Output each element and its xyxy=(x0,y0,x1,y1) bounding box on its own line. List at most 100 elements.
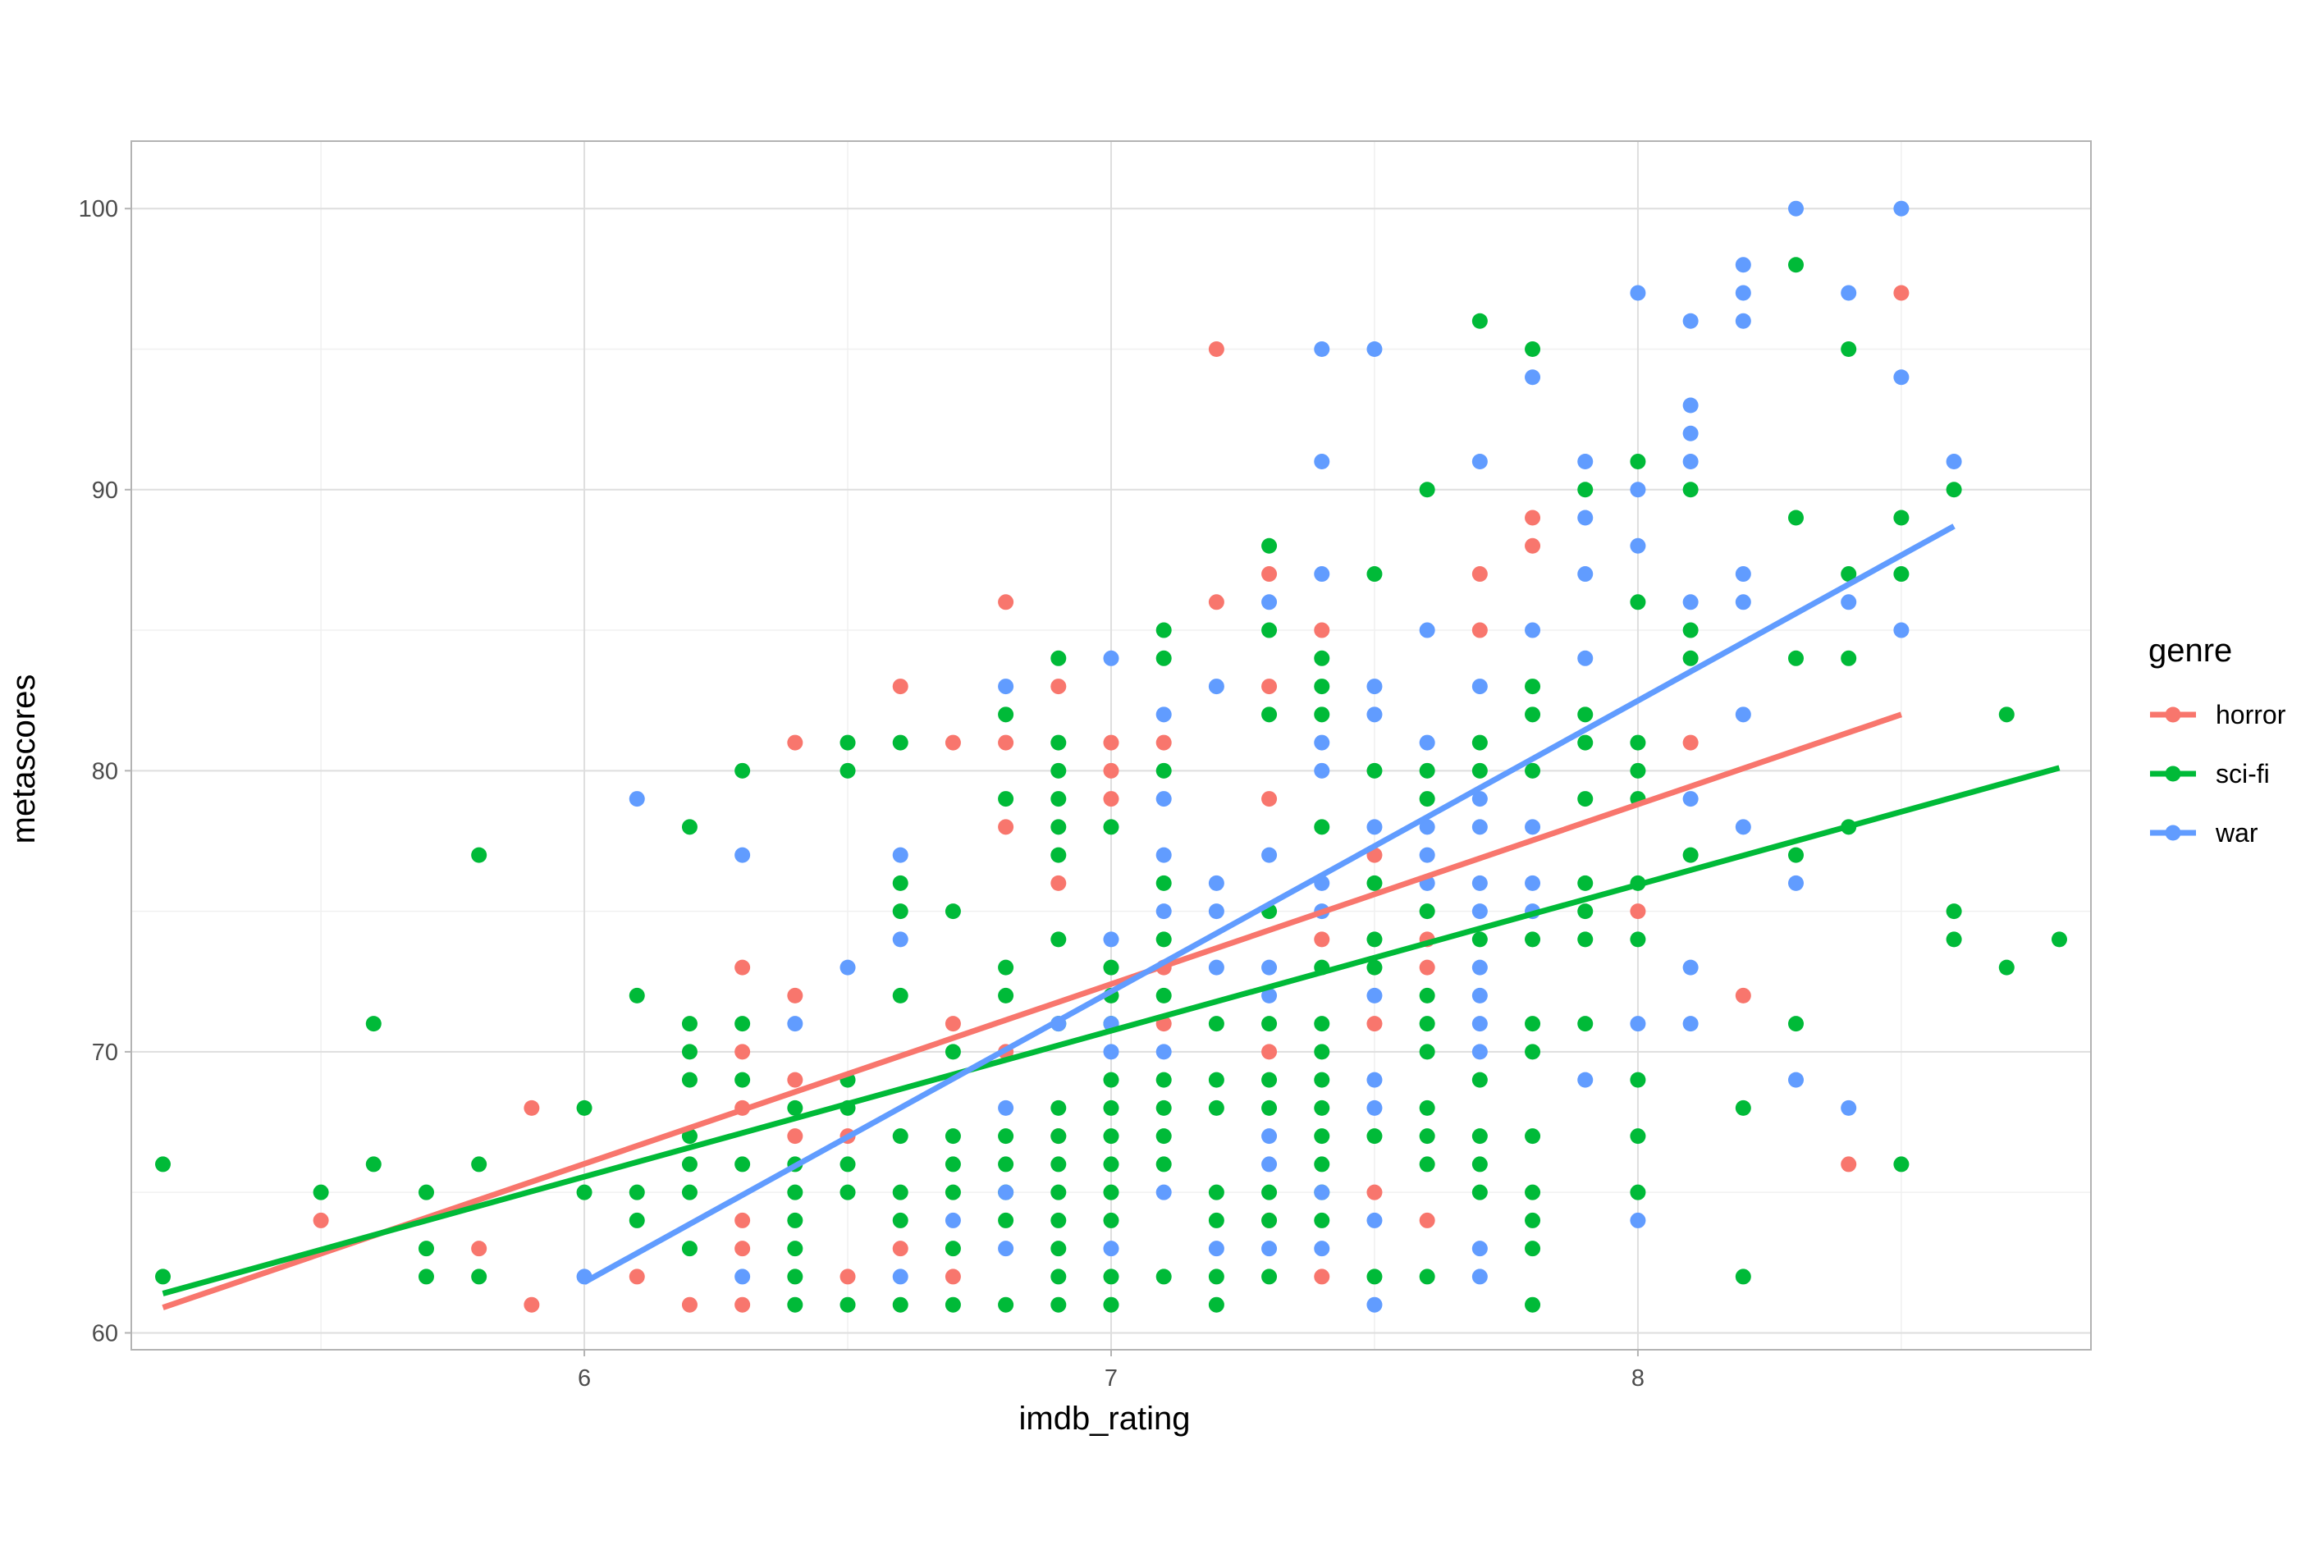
point-sci-fi xyxy=(629,1212,645,1228)
point-war xyxy=(1155,847,1172,863)
point-sci-fi xyxy=(1630,734,1646,751)
point-sci-fi xyxy=(839,762,856,779)
point-sci-fi xyxy=(945,1156,961,1173)
point-sci-fi xyxy=(787,1241,803,1257)
point-sci-fi xyxy=(1050,819,1067,835)
point-sci-fi xyxy=(1419,1099,1435,1116)
point-sci-fi xyxy=(471,1156,487,1173)
point-sci-fi xyxy=(998,1128,1014,1145)
point-sci-fi xyxy=(1050,1296,1067,1313)
point-horror xyxy=(1841,1156,1857,1173)
point-sci-fi xyxy=(1577,931,1594,948)
point-horror xyxy=(787,1072,803,1088)
point-sci-fi xyxy=(1155,622,1172,638)
point-sci-fi xyxy=(1682,622,1699,638)
point-horror xyxy=(787,734,803,751)
point-sci-fi xyxy=(681,1072,698,1088)
point-sci-fi xyxy=(1050,1128,1067,1145)
point-sci-fi xyxy=(1577,706,1594,723)
point-war xyxy=(1630,537,1646,554)
point-war xyxy=(1682,959,1699,976)
point-sci-fi xyxy=(1155,987,1172,1003)
point-war xyxy=(892,1269,908,1285)
point-sci-fi xyxy=(1261,1269,1278,1285)
point-war xyxy=(1366,1296,1383,1313)
point-sci-fi xyxy=(1525,1241,1541,1257)
point-sci-fi xyxy=(1893,1156,1910,1173)
point-sci-fi xyxy=(1682,650,1699,666)
fit-line-war xyxy=(583,523,1956,1285)
point-horror xyxy=(734,1212,751,1228)
y-tick-label: 100 xyxy=(79,196,118,222)
point-war xyxy=(1525,622,1541,638)
x-tick-label: 7 xyxy=(1105,1365,1118,1392)
point-sci-fi xyxy=(681,1241,698,1257)
point-sci-fi xyxy=(418,1184,434,1200)
point-horror xyxy=(1261,566,1278,583)
legend-label-sci-fi: sci-fi xyxy=(2216,759,2270,789)
point-sci-fi xyxy=(1103,1128,1119,1145)
point-sci-fi xyxy=(734,1072,751,1088)
point-sci-fi xyxy=(839,1184,856,1200)
point-sci-fi xyxy=(1788,650,1805,666)
point-war xyxy=(1735,285,1751,301)
point-sci-fi xyxy=(734,762,751,779)
point-war xyxy=(1419,622,1435,638)
point-sci-fi xyxy=(945,1241,961,1257)
point-sci-fi xyxy=(576,1184,592,1200)
point-sci-fi xyxy=(1471,1156,1488,1173)
point-horror xyxy=(629,1269,645,1285)
point-horror xyxy=(734,1044,751,1060)
point-sci-fi xyxy=(1788,510,1805,526)
point-sci-fi xyxy=(1155,875,1172,891)
point-war xyxy=(1366,1072,1383,1088)
point-sci-fi xyxy=(1735,1099,1751,1116)
point-sci-fi xyxy=(892,734,908,751)
point-war xyxy=(1155,1184,1172,1200)
point-horror xyxy=(1050,679,1067,695)
point-sci-fi xyxy=(1419,987,1435,1003)
point-war xyxy=(1366,706,1383,723)
point-horror xyxy=(1682,734,1699,751)
point-war xyxy=(1261,959,1278,976)
point-sci-fi xyxy=(1208,1016,1224,1032)
point-war xyxy=(1155,1044,1172,1060)
point-sci-fi xyxy=(892,903,908,920)
point-war xyxy=(1471,454,1488,470)
point-sci-fi xyxy=(576,1099,592,1116)
y-tick-label: 60 xyxy=(92,1320,118,1346)
point-sci-fi xyxy=(1261,1212,1278,1228)
point-sci-fi xyxy=(1630,594,1646,610)
point-war xyxy=(1471,1241,1488,1257)
point-horror xyxy=(1419,1212,1435,1228)
point-horror xyxy=(892,679,908,695)
point-horror xyxy=(734,1296,751,1313)
point-horror xyxy=(1893,285,1910,301)
point-sci-fi xyxy=(1050,1241,1067,1257)
point-sci-fi xyxy=(787,1212,803,1228)
point-sci-fi xyxy=(1050,650,1067,666)
point-sci-fi xyxy=(945,1044,961,1060)
point-war xyxy=(945,1212,961,1228)
point-war xyxy=(839,959,856,976)
point-war xyxy=(1314,341,1330,357)
point-war xyxy=(1314,1241,1330,1257)
point-sci-fi xyxy=(1314,1128,1330,1145)
point-war xyxy=(1155,706,1172,723)
point-sci-fi xyxy=(1155,1099,1172,1116)
point-sci-fi xyxy=(1155,931,1172,948)
point-sci-fi xyxy=(1419,762,1435,779)
point-horror xyxy=(1525,537,1541,554)
point-war xyxy=(1577,454,1594,470)
legend-label-war: war xyxy=(2215,818,2258,848)
point-sci-fi xyxy=(787,1099,803,1116)
point-war xyxy=(1471,1016,1488,1032)
point-sci-fi xyxy=(1050,1269,1067,1285)
point-war xyxy=(1419,734,1435,751)
point-sci-fi xyxy=(1630,1128,1646,1145)
point-horror xyxy=(945,1016,961,1032)
point-war xyxy=(1155,791,1172,807)
point-horror xyxy=(1419,959,1435,976)
y-tick-label: 90 xyxy=(92,478,118,504)
